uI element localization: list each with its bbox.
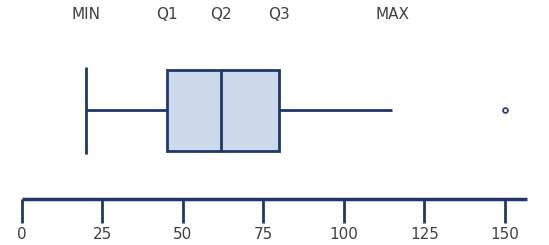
Text: Q3: Q3	[268, 7, 290, 22]
Text: 100: 100	[329, 227, 358, 242]
Text: 125: 125	[410, 227, 439, 242]
Text: MAX: MAX	[375, 7, 409, 22]
Text: 150: 150	[490, 227, 519, 242]
Text: 25: 25	[93, 227, 112, 242]
Text: 0: 0	[17, 227, 26, 242]
Text: 50: 50	[173, 227, 192, 242]
Text: Q1: Q1	[156, 7, 177, 22]
Text: MIN: MIN	[71, 7, 100, 22]
Bar	[166, 70, 279, 151]
Text: Q2: Q2	[210, 7, 232, 22]
Text: 75: 75	[254, 227, 273, 242]
